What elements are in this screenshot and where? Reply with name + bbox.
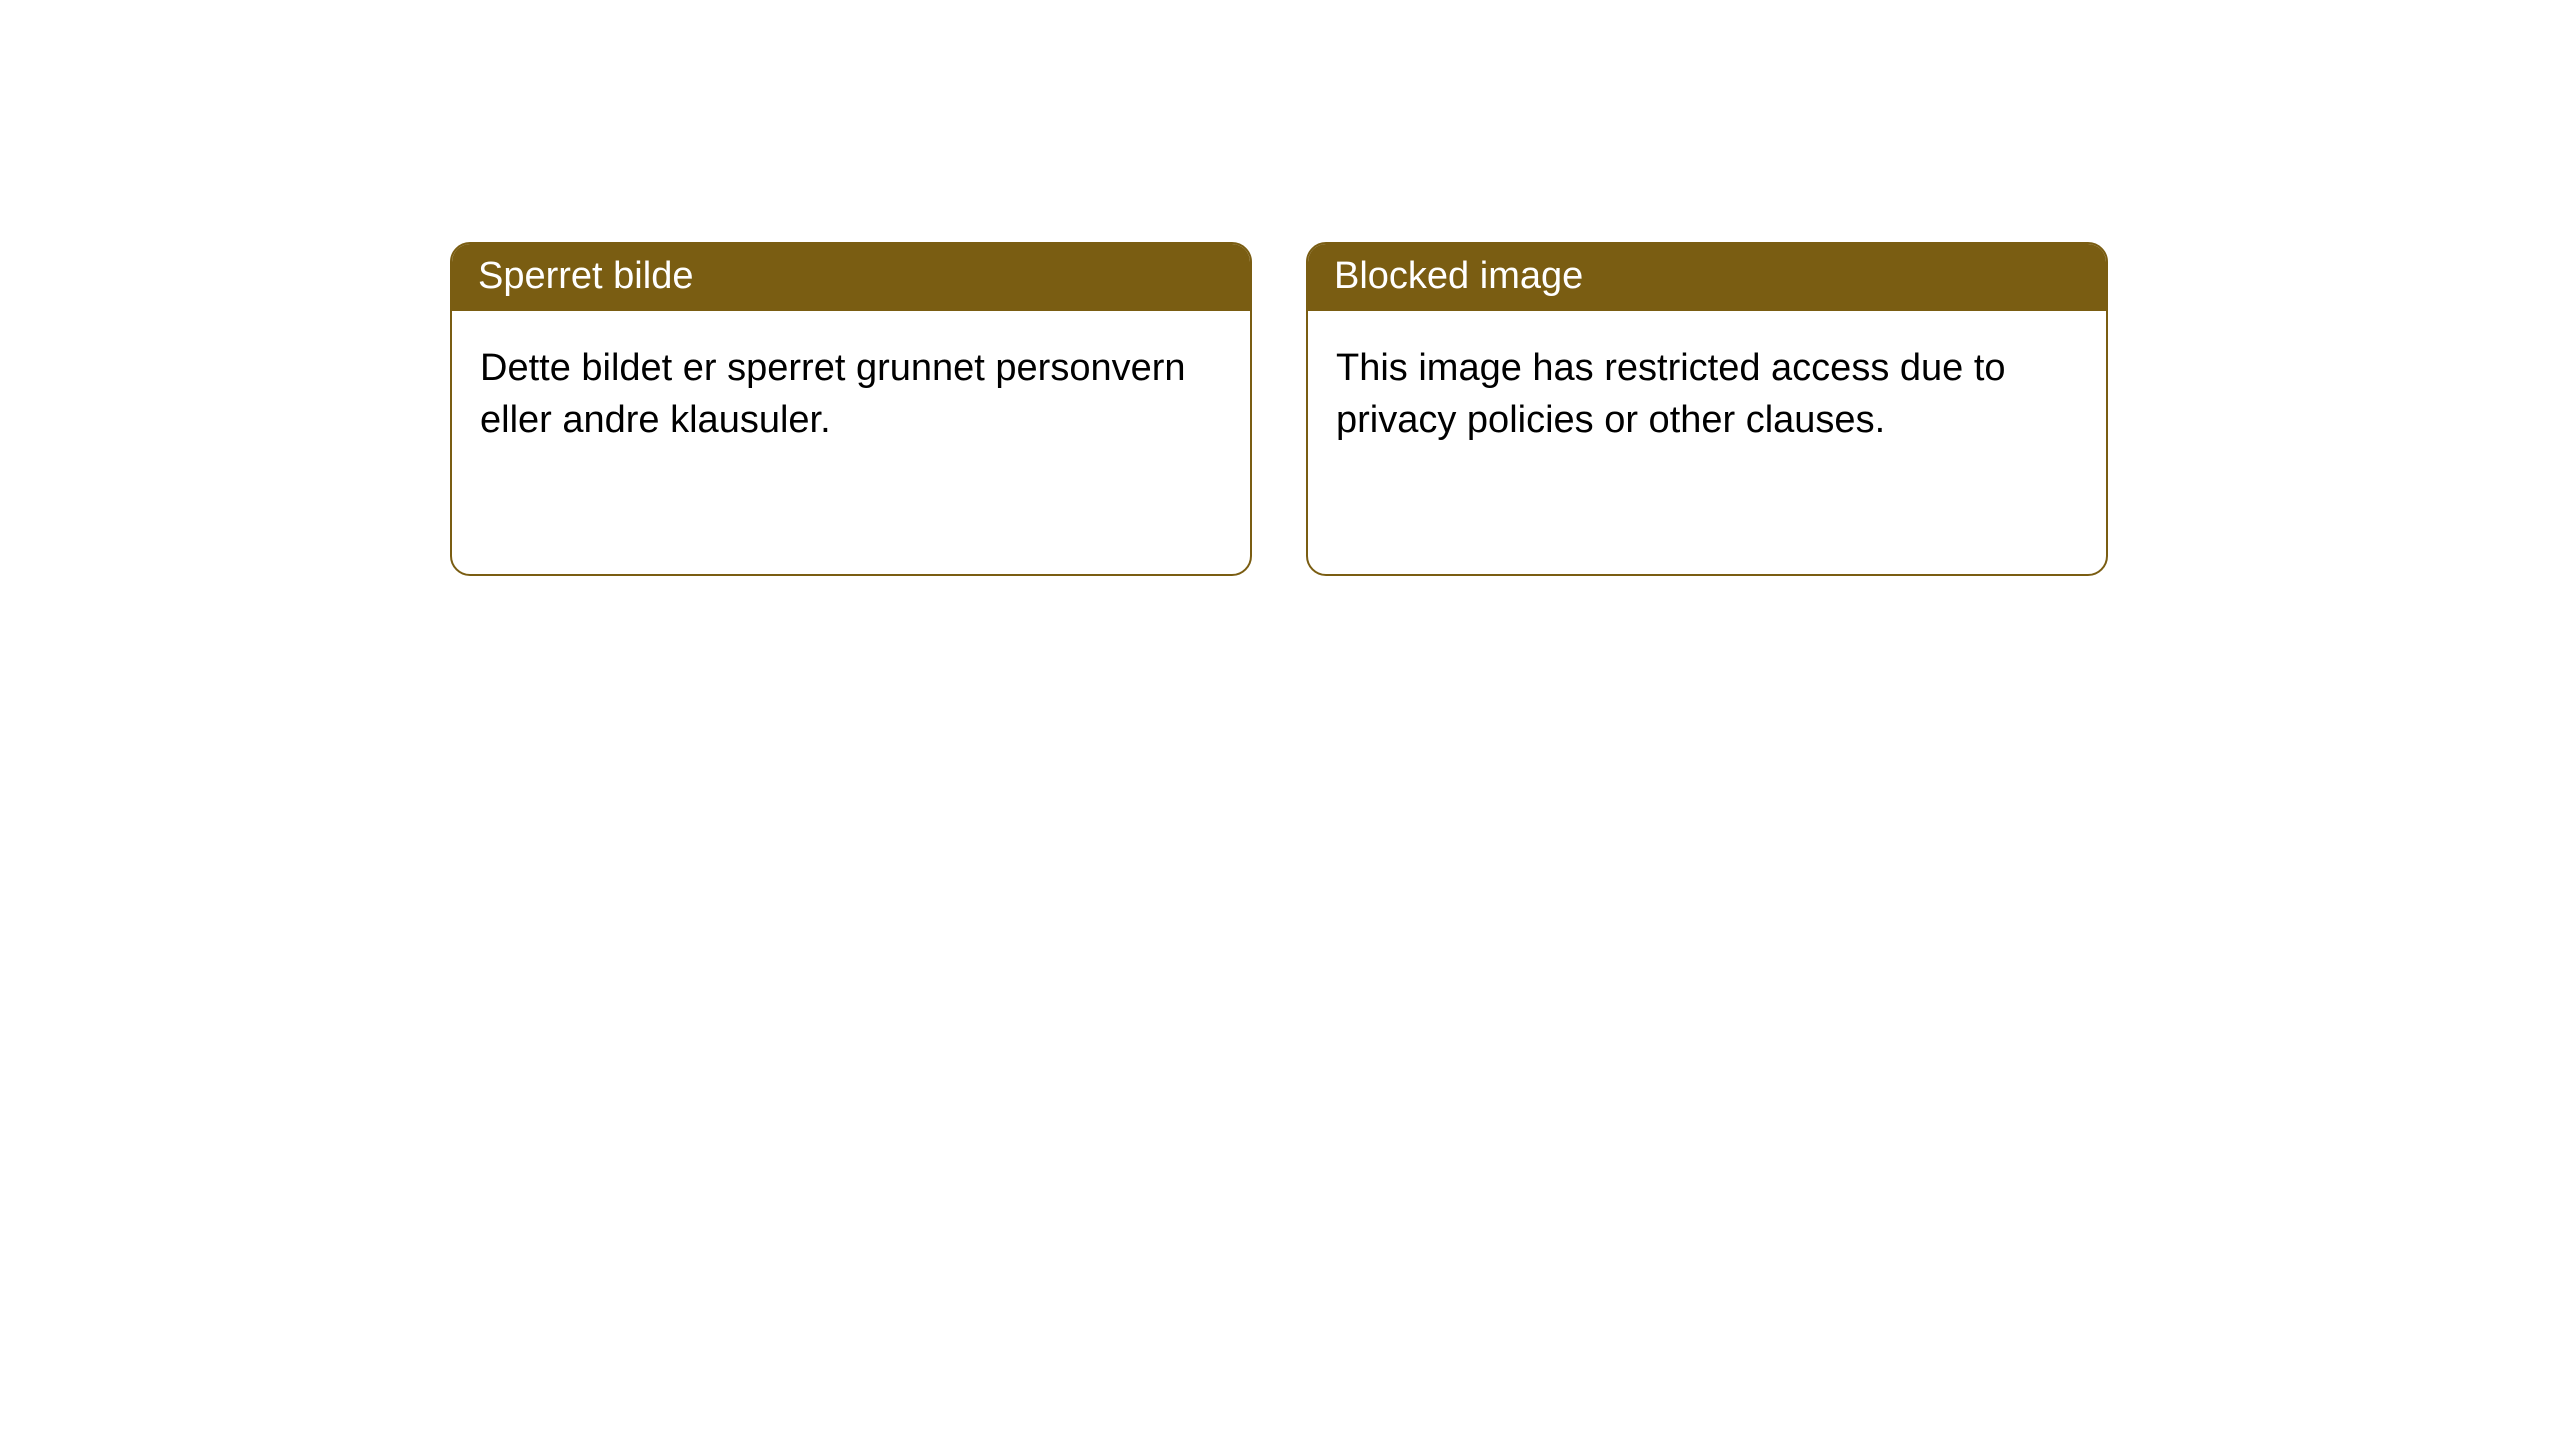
notice-card-english: Blocked image This image has restricted … [1306, 242, 2108, 576]
notice-body-norwegian: Dette bildet er sperret grunnet personve… [452, 311, 1250, 478]
notice-container: Sperret bilde Dette bildet er sperret gr… [0, 0, 2560, 576]
notice-title-norwegian: Sperret bilde [452, 244, 1250, 311]
notice-card-norwegian: Sperret bilde Dette bildet er sperret gr… [450, 242, 1252, 576]
notice-body-english: This image has restricted access due to … [1308, 311, 2106, 478]
notice-title-english: Blocked image [1308, 244, 2106, 311]
